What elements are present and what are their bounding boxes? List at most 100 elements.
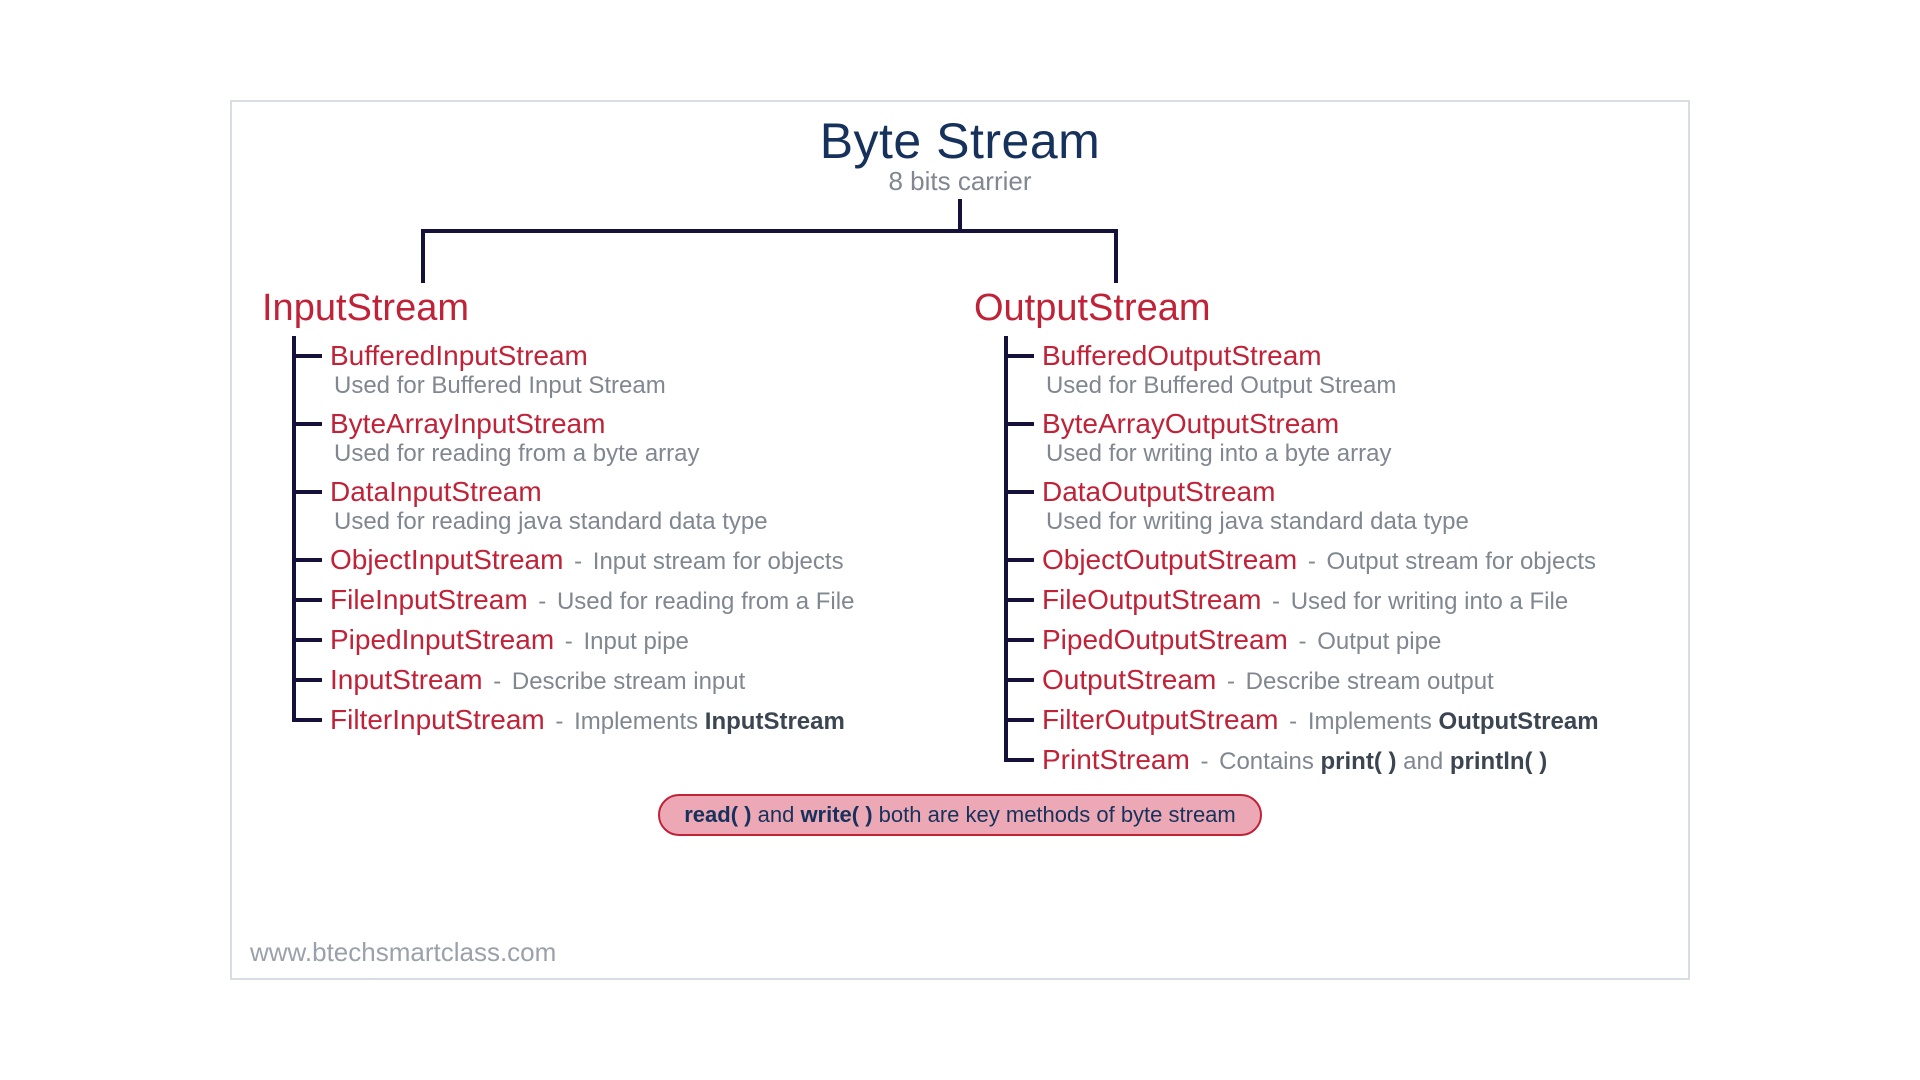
class-desc: Contains	[1219, 748, 1320, 775]
class-name: OutputStream	[1042, 664, 1216, 695]
tree-item: InputStream - Describe stream input	[330, 660, 946, 700]
tree-tick	[292, 718, 322, 722]
class-desc-bold: println( )	[1450, 748, 1547, 775]
class-name: ByteArrayOutputStream	[1042, 408, 1339, 439]
class-desc: Describe stream input	[512, 668, 745, 695]
class-name: BufferedOutputStream	[1042, 340, 1322, 371]
class-desc-bold: InputStream	[705, 708, 845, 735]
class-desc: Output pipe	[1317, 628, 1441, 655]
dash: -	[1292, 628, 1313, 655]
connector-drop-left	[421, 229, 425, 283]
dash: -	[558, 628, 579, 655]
diagram-subtitle: 8 bits carrier	[260, 166, 1660, 197]
class-name: FileInputStream	[330, 584, 528, 615]
columns-container: InputStream BufferedInputStreamUsed for …	[260, 287, 1660, 780]
tree-item: ObjectInputStream - Input stream for obj…	[330, 540, 946, 580]
connector-hbar	[421, 229, 1114, 233]
class-name: PipedOutputStream	[1042, 624, 1288, 655]
tree-tick	[1004, 422, 1034, 426]
class-name: PipedInputStream	[330, 624, 554, 655]
tree-item: FilterInputStream - Implements InputStre…	[330, 700, 946, 740]
inputstream-tree: BufferedInputStreamUsed for Buffered Inp…	[292, 336, 946, 740]
class-desc: Describe stream output	[1246, 668, 1494, 695]
class-name: ObjectInputStream	[330, 544, 563, 575]
tree-tick	[1004, 758, 1034, 762]
class-desc: Used for reading java standard data type	[330, 508, 946, 536]
tree-vline	[292, 336, 296, 722]
footnote-text: both are key methods of byte stream	[873, 802, 1236, 827]
dash: -	[1283, 708, 1304, 735]
class-desc: Input pipe	[583, 628, 688, 655]
diagram-title: Byte Stream	[260, 112, 1660, 170]
connector-stem	[958, 199, 962, 229]
tree-item: ObjectOutputStream - Output stream for o…	[1042, 540, 1658, 580]
tree-item: ByteArrayInputStreamUsed for reading fro…	[330, 404, 946, 472]
class-desc: Used for writing java standard data type	[1042, 508, 1658, 536]
class-name: DataOutputStream	[1042, 476, 1275, 507]
class-name: BufferedInputStream	[330, 340, 588, 371]
footnote: read( ) and write( ) both are key method…	[260, 794, 1660, 836]
tree-item: OutputStream - Describe stream output	[1042, 660, 1658, 700]
class-desc: Implements	[1308, 708, 1439, 735]
class-desc-bold: print( )	[1321, 748, 1397, 775]
class-name: FileOutputStream	[1042, 584, 1261, 615]
tree-item: PipedInputStream - Input pipe	[330, 620, 946, 660]
footnote-text: and	[752, 802, 801, 827]
class-name: ByteArrayInputStream	[330, 408, 605, 439]
dash: -	[1220, 668, 1241, 695]
class-desc: Used for reading from a byte array	[330, 440, 946, 468]
tree-item: FileInputStream - Used for reading from …	[330, 580, 946, 620]
outputstream-column: OutputStream BufferedOutputStreamUsed fo…	[974, 287, 1658, 780]
class-desc: Input stream for objects	[593, 548, 844, 575]
tree-tick	[292, 678, 322, 682]
tree-item: FileOutputStream - Used for writing into…	[1042, 580, 1658, 620]
tree-tick	[292, 422, 322, 426]
watermark: www.btechsmartclass.com	[250, 937, 556, 968]
tree-item: DataInputStreamUsed for reading java sta…	[330, 472, 946, 540]
tree-item: PrintStream - Contains print( ) and prin…	[1042, 740, 1658, 780]
class-name: ObjectOutputStream	[1042, 544, 1297, 575]
tree-tick	[292, 354, 322, 358]
footnote-pill: read( ) and write( ) both are key method…	[658, 794, 1262, 836]
tree-tick	[1004, 718, 1034, 722]
tree-connector	[260, 199, 1660, 287]
class-name: PrintStream	[1042, 744, 1190, 775]
tree-tick	[1004, 678, 1034, 682]
tree-tick	[1004, 598, 1034, 602]
inputstream-heading: InputStream	[262, 287, 946, 330]
class-desc: Output stream for objects	[1327, 548, 1596, 575]
class-desc: Used for reading from a File	[557, 588, 854, 615]
class-desc: Used for Buffered Input Stream	[330, 372, 946, 400]
tree-tick	[292, 638, 322, 642]
tree-item: BufferedInputStreamUsed for Buffered Inp…	[330, 336, 946, 404]
class-desc: Used for Buffered Output Stream	[1042, 372, 1658, 400]
dash: -	[1301, 548, 1322, 575]
tree-tick	[292, 558, 322, 562]
tree-vline	[1004, 336, 1008, 762]
tree-tick	[1004, 354, 1034, 358]
outputstream-tree: BufferedOutputStreamUsed for Buffered Ou…	[1004, 336, 1658, 780]
class-desc-bold: OutputStream	[1439, 708, 1599, 735]
class-desc: Used for writing into a byte array	[1042, 440, 1658, 468]
tree-tick	[292, 598, 322, 602]
tree-tick	[292, 490, 322, 494]
tree-item: PipedOutputStream - Output pipe	[1042, 620, 1658, 660]
class-name: FilterOutputStream	[1042, 704, 1279, 735]
tree-item: BufferedOutputStreamUsed for Buffered Ou…	[1042, 336, 1658, 404]
inputstream-column: InputStream BufferedInputStreamUsed for …	[262, 287, 946, 780]
dash: -	[549, 708, 570, 735]
dash: -	[567, 548, 588, 575]
tree-item: FilterOutputStream - Implements OutputSt…	[1042, 700, 1658, 740]
tree-item: DataOutputStreamUsed for writing java st…	[1042, 472, 1658, 540]
class-name: DataInputStream	[330, 476, 542, 507]
class-desc: Implements	[574, 708, 705, 735]
diagram-frame: Byte Stream 8 bits carrier InputStream B…	[230, 100, 1690, 980]
dash: -	[1265, 588, 1286, 615]
dash: -	[487, 668, 508, 695]
dash: -	[532, 588, 553, 615]
class-desc: and	[1397, 748, 1450, 775]
class-name: InputStream	[330, 664, 483, 695]
tree-tick	[1004, 490, 1034, 494]
connector-drop-right	[1114, 229, 1118, 283]
tree-tick	[1004, 558, 1034, 562]
